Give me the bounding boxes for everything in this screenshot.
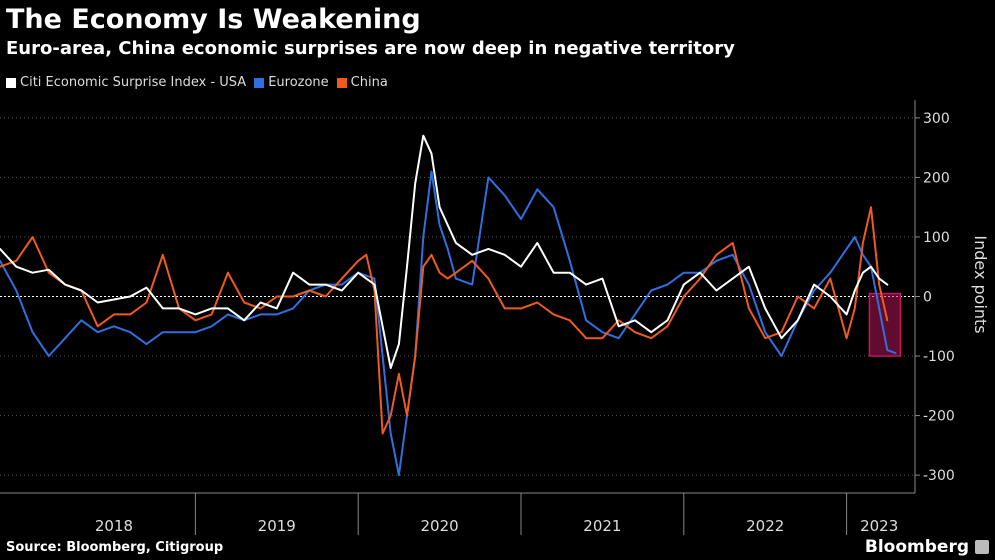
legend-swatch-eurozone [254, 77, 265, 88]
legend-swatch-usa [6, 77, 16, 88]
series-line-china [0, 206, 889, 435]
series-line-eurozone [0, 170, 897, 477]
x-tick-label: 2020 [420, 517, 458, 535]
y-tick-label: 0 [923, 290, 932, 306]
legend-label-usa: Citi Economic Surprise Index - USA [20, 75, 247, 90]
legend-swatch-china [336, 77, 347, 88]
source-note: Source: Bloomberg, Citigroup [6, 540, 224, 555]
legend-item-eurozone: Eurozone [254, 75, 329, 90]
x-tick-label: 2023 [860, 517, 898, 535]
chart-title: The Economy Is Weakening [6, 4, 421, 35]
brand-logo: Bloomberg [864, 537, 969, 557]
legend-label-china: China [350, 75, 388, 90]
series-line-usa [0, 134, 889, 369]
chart-subtitle: Euro-area, China economic surprises are … [6, 38, 735, 59]
y-tick-label: 200 [923, 170, 950, 186]
highlight-box [868, 292, 902, 357]
legend-label-eurozone: Eurozone [268, 75, 329, 90]
y-tick-label: -100 [923, 349, 955, 365]
x-tick-label: 2022 [746, 517, 784, 535]
y-tick-label: 100 [923, 230, 950, 246]
legend-item-china: China [336, 75, 388, 90]
brand-badge-icon [975, 540, 989, 554]
x-tick-label: 2018 [95, 517, 133, 535]
y-tick-label: -200 [923, 409, 955, 425]
legend-item-usa: Citi Economic Surprise Index - USA [6, 75, 246, 90]
y-tick-label: -300 [923, 468, 955, 484]
y-axis-label: Index points [971, 235, 990, 333]
x-tick-label: 2021 [583, 517, 621, 535]
y-tick-label: 300 [923, 111, 950, 127]
legend: Citi Economic Surprise Index - USA Euroz… [6, 75, 396, 90]
x-tick-label: 2019 [258, 517, 296, 535]
